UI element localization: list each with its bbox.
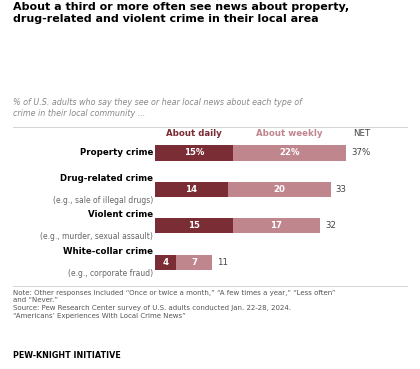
Text: 22%: 22%	[279, 148, 299, 157]
Text: About a third or more often see news about property,
drug-related and violent cr: About a third or more often see news abo…	[13, 2, 349, 24]
Text: 37%: 37%	[351, 148, 370, 157]
Text: 17: 17	[270, 221, 283, 230]
Bar	[233, 218, 320, 234]
Text: 32: 32	[326, 221, 336, 230]
Bar	[228, 182, 331, 197]
Text: Drug-related crime: Drug-related crime	[60, 174, 153, 183]
Text: % of U.S. adults who say they see or hear local news about each type of
crime in: % of U.S. adults who say they see or hea…	[13, 98, 302, 118]
Text: 4: 4	[163, 258, 169, 267]
Text: 33: 33	[336, 185, 347, 194]
Text: PEW-KNIGHT INITIATIVE: PEW-KNIGHT INITIATIVE	[13, 351, 121, 360]
Text: White-collar crime: White-collar crime	[63, 246, 153, 256]
Text: Violent crime: Violent crime	[88, 210, 153, 219]
Text: 15%: 15%	[184, 148, 204, 157]
Text: 20: 20	[273, 185, 285, 194]
Text: Property crime: Property crime	[80, 148, 153, 157]
Text: 7: 7	[191, 258, 197, 267]
Text: 11: 11	[217, 258, 228, 267]
Text: 14: 14	[185, 185, 197, 194]
Text: About weekly: About weekly	[256, 129, 323, 138]
Text: NET: NET	[353, 129, 370, 138]
Text: (e.g., sale of illegal drugs): (e.g., sale of illegal drugs)	[53, 196, 153, 205]
Bar	[155, 145, 233, 161]
Text: (e.g., murder, sexual assault): (e.g., murder, sexual assault)	[40, 232, 153, 241]
Text: 15: 15	[188, 221, 200, 230]
Bar	[155, 255, 176, 270]
Bar	[233, 145, 346, 161]
Bar	[155, 182, 228, 197]
Text: About daily: About daily	[166, 129, 222, 138]
Text: Note: Other responses included “Once or twice a month,” “A few times a year,” “L: Note: Other responses included “Once or …	[13, 290, 335, 319]
Bar	[176, 255, 212, 270]
Bar	[155, 218, 233, 234]
Text: (e.g., corporate fraud): (e.g., corporate fraud)	[68, 269, 153, 278]
